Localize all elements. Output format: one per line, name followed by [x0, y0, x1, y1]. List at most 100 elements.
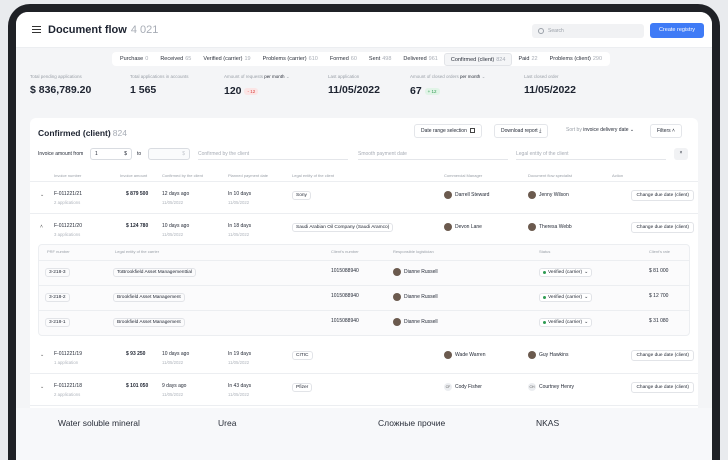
avatar — [444, 351, 452, 359]
tab-verified-carrier[interactable]: Verified (carrier) 19 — [203, 56, 251, 62]
nested-row[interactable]: 3-218-3 ToBrookfield Asset Managementtia… — [39, 260, 689, 284]
avatar — [528, 191, 536, 199]
specialist-cell: Jenny Wilson — [528, 191, 569, 199]
table-row[interactable]: ˄ F-011221/20 3 applications $ 124 780 10… — [30, 216, 698, 246]
chevron-down-icon[interactable]: ⌄ — [40, 352, 45, 358]
invoice-number: F-011221/19 1 application — [54, 351, 82, 365]
col-entity: Legal entity of the client — [292, 173, 335, 178]
create-registry-button[interactable]: Create registry — [650, 23, 704, 38]
tab-paid[interactable]: Paid 22 — [518, 56, 538, 62]
status-badge[interactable]: Verified (carrier) ⌄ — [539, 318, 593, 327]
client-number: 1015088940 — [331, 268, 359, 274]
tab-problems-carrier[interactable]: Problems (carrier) 610 — [262, 56, 318, 62]
tab-purchase[interactable]: Purchase 0 — [120, 56, 149, 62]
close-icon[interactable]: × — [674, 148, 688, 160]
delta-badge: + 12 — [424, 87, 440, 95]
tab-formed[interactable]: Formed 60 — [329, 56, 357, 62]
manager-cell: CF Cody Fisher — [444, 383, 482, 391]
change-due-date-button[interactable]: Change due date (client) — [631, 350, 694, 361]
col-manager: Commercial Manager — [444, 173, 483, 178]
change-due-date-button[interactable]: Change due date (client) — [631, 382, 694, 393]
tab-confirmed-client[interactable]: Confirmed (client) 824 — [443, 53, 513, 66]
client-rate: $ 12 700 — [649, 293, 669, 299]
search-icon — [538, 28, 544, 34]
carrier-entity: Brookfield Asset Management — [113, 293, 185, 302]
invoice-amount: $ 93 250 — [126, 351, 146, 357]
download-icon: ⤓ — [539, 128, 542, 134]
avatar — [528, 223, 536, 231]
avatar — [528, 351, 536, 359]
ncol-rate: Client's rate — [649, 249, 670, 254]
tab-received[interactable]: Received 65 — [160, 56, 192, 62]
chevron-up-icon[interactable]: ˄ — [40, 224, 43, 230]
status-badge[interactable]: Verified (carrier) ⌄ — [539, 268, 593, 277]
chevron-up-icon: ˄ — [672, 128, 675, 134]
ncol-logistician: Responsible logistician — [393, 249, 434, 254]
table-row[interactable]: ⌄ F-011221/21 2 applications $ 879 500 12… — [30, 184, 698, 214]
download-report-button[interactable]: Download report ⤓ — [494, 124, 549, 138]
ncol-carrier: Legal entity of the carrier — [115, 249, 160, 254]
specialist-cell: Guy Hawkins — [528, 351, 568, 359]
filter-row: Invoice amount from 1 $ to $ Confirmed by… — [38, 146, 688, 162]
client-number: 1015088940 — [331, 293, 359, 299]
legal-entity-select[interactable]: Legal entity of the client — [516, 148, 666, 160]
tab-delivered[interactable]: Delivered 961 — [403, 56, 438, 62]
stat-last-application: Last application 11/05/2022 — [328, 74, 380, 96]
footer-item: Urea — [218, 418, 237, 428]
nested-table: PRF number Legal entity of the carrier C… — [38, 244, 690, 336]
tab-sent[interactable]: Sent 498 — [368, 56, 392, 62]
change-due-date-button[interactable]: Change due date (client) — [631, 190, 694, 201]
logistician-cell: Dianne Russell — [393, 268, 438, 276]
tab-problems-client[interactable]: Problems (client) 290 — [549, 56, 603, 62]
calendar-icon — [469, 128, 475, 134]
planned-cell: In 10 days 11/05/2022 — [228, 191, 252, 205]
prf-number: 3-218-1 — [45, 318, 70, 327]
client-number: 1015088940 — [331, 318, 359, 324]
amount-from-input[interactable]: 1 $ — [90, 148, 132, 160]
change-due-date-button[interactable]: Change due date (client) — [631, 222, 694, 233]
registry-panel: Confirmed (client) 824 Date range selecti… — [30, 118, 698, 408]
ncol-client-no: Client's number — [331, 249, 359, 254]
sort-select[interactable]: Sort by invoice delivery date ⌄ — [560, 124, 641, 138]
search-input[interactable]: Search — [532, 24, 644, 38]
payment-date-field[interactable]: Smooth payment date — [358, 148, 508, 160]
chevron-down-icon[interactable]: ⌄ — [481, 74, 486, 79]
footer-item: Water soluble mineral — [58, 418, 140, 428]
manager-cell: Darrell Steward — [444, 191, 489, 199]
client-rate: $ 31 080 — [649, 318, 669, 324]
confirmed-date-field[interactable]: Confirmed by the client — [198, 148, 348, 160]
invoice-amount: $ 124 780 — [126, 223, 149, 229]
amount-to-input[interactable]: $ — [148, 148, 190, 160]
table-row[interactable]: ⌄ F-011221/19 1 application $ 93 250 10 d… — [30, 344, 698, 374]
table-row[interactable]: ⌄ F-011221/18 2 applications $ 101 050 9 … — [30, 376, 698, 406]
avatar — [393, 318, 401, 326]
col-confirmed: Confirmed by the client — [162, 173, 203, 178]
entity-cell: Saudi Arabian Oil Company (Saudi Aramco) — [292, 223, 394, 232]
col-action: Action — [612, 173, 624, 178]
avatar: CH — [528, 383, 536, 391]
entity-cell: CITIC — [292, 351, 313, 360]
menu-icon[interactable] — [32, 26, 41, 33]
chevron-down-icon[interactable]: ⌄ — [40, 192, 45, 198]
status-badge[interactable]: Verified (carrier) ⌄ — [539, 293, 593, 302]
invoice-amount: $ 101 050 — [126, 383, 149, 389]
chevron-down-icon[interactable]: ⌄ — [40, 384, 45, 390]
invoice-number: F-011221/20 3 applications — [54, 223, 82, 237]
nested-row[interactable]: 3-218-1 Brookfield Asset Management 1015… — [39, 310, 689, 334]
avatar — [393, 268, 401, 276]
prf-number: 3-218-3 — [45, 268, 70, 277]
table-header: Invoice number Invoice amount Confirmed … — [30, 170, 698, 182]
filters-button[interactable]: Filters ˄ — [650, 124, 682, 138]
avatar — [444, 223, 452, 231]
ncol-status: Status — [539, 249, 551, 254]
nested-row[interactable]: 3-218-2 Brookfield Asset Management 1015… — [39, 285, 689, 309]
prf-number: 3-218-2 — [45, 293, 70, 302]
top-bar: Document flow 4 021 Search Create registr… — [16, 12, 712, 48]
chevron-down-icon[interactable]: ⌄ — [285, 74, 290, 79]
carrier-entity: ToBrookfield Asset Managementtial — [113, 268, 196, 277]
footer-strip: Water soluble mineral Urea Сложные прочи… — [16, 408, 712, 460]
date-range-button[interactable]: Date range selection — [414, 124, 482, 138]
status-tabs: Purchase 0 Received 65 Verified (carrier) 1… — [112, 52, 611, 66]
page-title-count: 4 021 — [130, 24, 159, 36]
amount-from-label: Invoice amount from — [38, 151, 84, 157]
